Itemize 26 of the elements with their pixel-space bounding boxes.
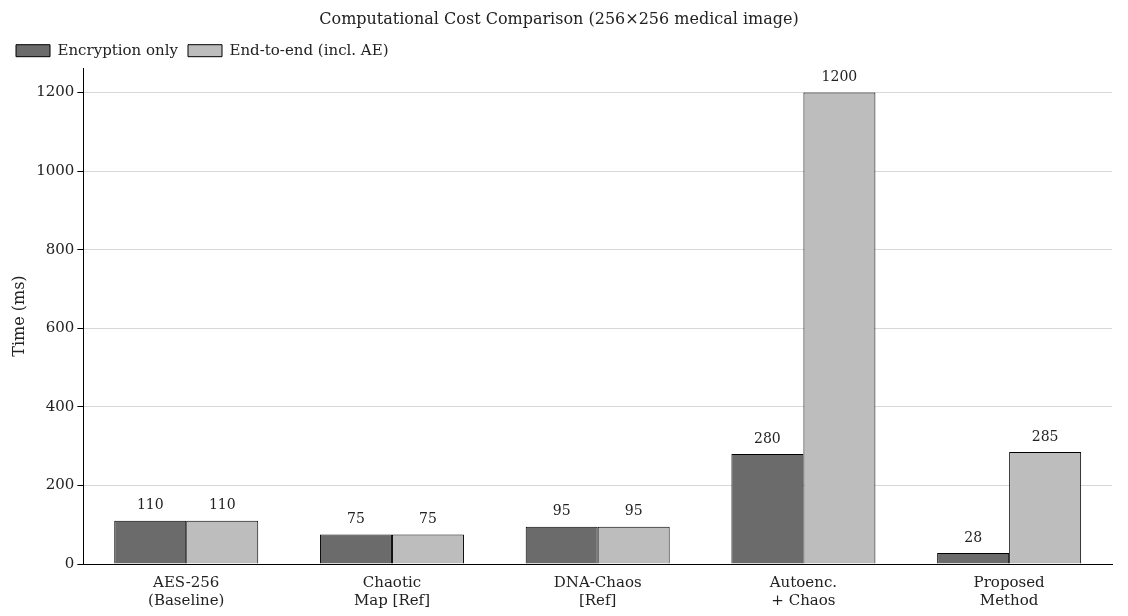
- y-tick-label: 200: [45, 475, 75, 494]
- y-tick-label: 1000: [36, 161, 75, 180]
- y-tick-label: 1200: [36, 82, 75, 101]
- legend-label: End-to-end (incl. AE): [229, 40, 389, 59]
- y-axis-title: Time (ms): [8, 275, 28, 357]
- y-tick-label: 800: [45, 239, 75, 258]
- y-tick-label: 400: [45, 396, 75, 415]
- x-tick-label: Autoenc. + Chaos: [768, 572, 838, 609]
- data-label: 110: [208, 496, 236, 513]
- chart-title: Computational Cost Comparison (256×256 medical image): [319, 8, 799, 28]
- x-tick-label: Proposed Method: [973, 572, 1046, 609]
- y-tick-label: 600: [45, 318, 75, 337]
- data-label: 75: [347, 510, 365, 527]
- x-tick-label: AES-256 (Baseline): [148, 572, 225, 609]
- y-tick-label: 0: [64, 553, 75, 572]
- legend-label: Encryption only: [57, 40, 179, 59]
- x-tick-label: DNA-Chaos [Ref]: [553, 572, 642, 609]
- data-label: 285: [1031, 427, 1059, 444]
- data-label: 95: [624, 502, 643, 519]
- data-label: 95: [552, 502, 571, 519]
- data-label: 110: [136, 496, 164, 513]
- data-label: 28: [964, 528, 983, 545]
- x-tick-label: Chaotic Map [Ref]: [353, 572, 431, 609]
- data-label: 1200: [821, 68, 858, 85]
- data-label: 280: [754, 429, 781, 446]
- data-label: 75: [419, 510, 437, 527]
